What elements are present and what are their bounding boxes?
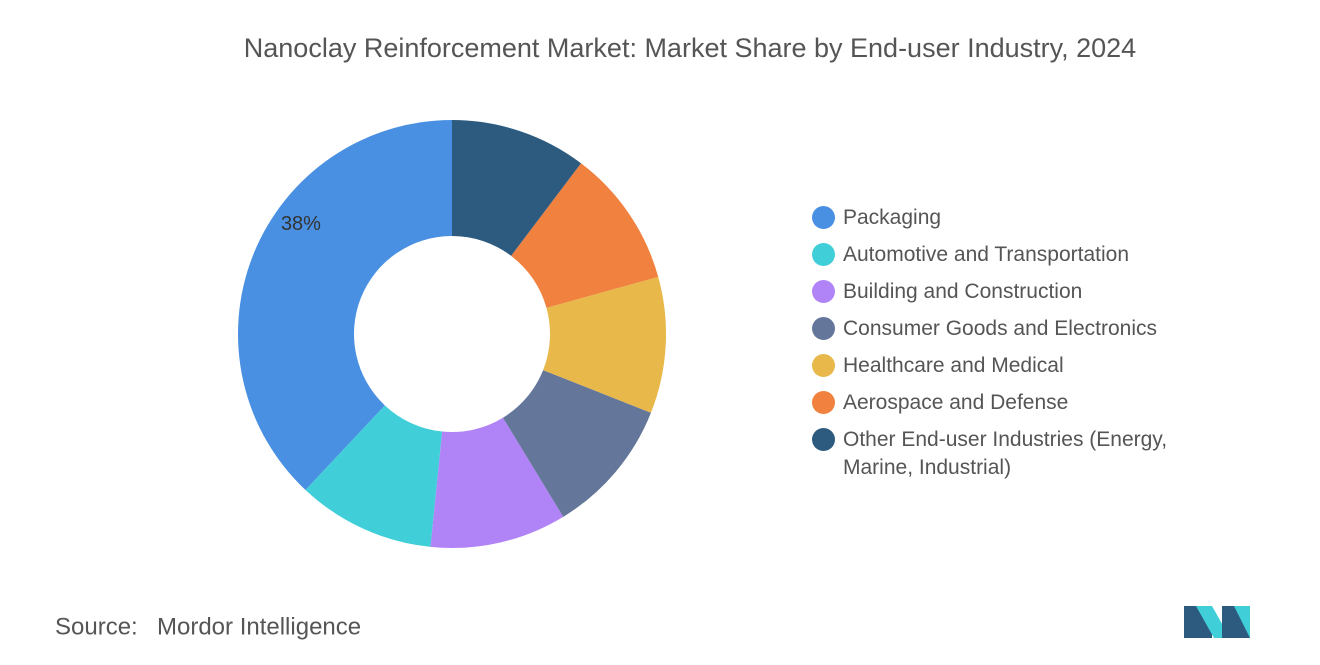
legend-item: Packaging (812, 204, 1192, 232)
source-name: Mordor Intelligence (157, 613, 361, 640)
legend-label: Other End-user Industries (Energy, Marin… (843, 428, 1168, 479)
legend-item: Other End-user Industries (Energy, Marin… (812, 426, 1192, 482)
donut-slice (511, 163, 659, 308)
legend-item: Healthcare and Medical (812, 352, 1192, 380)
donut-slice (305, 405, 443, 547)
logo (1184, 606, 1250, 638)
source-label: Source: (55, 613, 138, 640)
legend-swatch (812, 428, 835, 451)
donut: 38% (238, 120, 666, 548)
legend-label: Building and Construction (843, 280, 1083, 303)
chart-title: Nanoclay Reinforcement Market: Market Sh… (244, 33, 1136, 63)
donut-slice (543, 276, 666, 413)
legend-item: Automotive and Transportation (812, 241, 1192, 269)
donut-slice (452, 120, 582, 256)
donut-slice (238, 120, 452, 490)
legend-item: Building and Construction (812, 278, 1192, 306)
data-label: 38% (281, 213, 321, 235)
donut-slice (430, 417, 564, 548)
legend-label: Consumer Goods and Electronics (843, 317, 1157, 340)
legend-label: Healthcare and Medical (843, 354, 1064, 377)
legend-item: Aerospace and Defense (812, 389, 1192, 417)
legend-swatch (812, 354, 835, 377)
legend-label: Automotive and Transportation (843, 243, 1130, 266)
legend-swatch (812, 206, 835, 229)
legend-swatch (812, 280, 835, 303)
legend: Packaging Automotive and Transportation Bu… (812, 204, 1192, 491)
legend-label: Aerospace and Defense (843, 391, 1069, 414)
legend-item: Consumer Goods and Electronics (812, 315, 1192, 343)
legend-swatch (812, 243, 835, 266)
legend-label: Packaging (843, 206, 942, 229)
legend-swatch (812, 317, 835, 340)
legend-swatch (812, 391, 835, 414)
donut-slice (502, 370, 651, 517)
